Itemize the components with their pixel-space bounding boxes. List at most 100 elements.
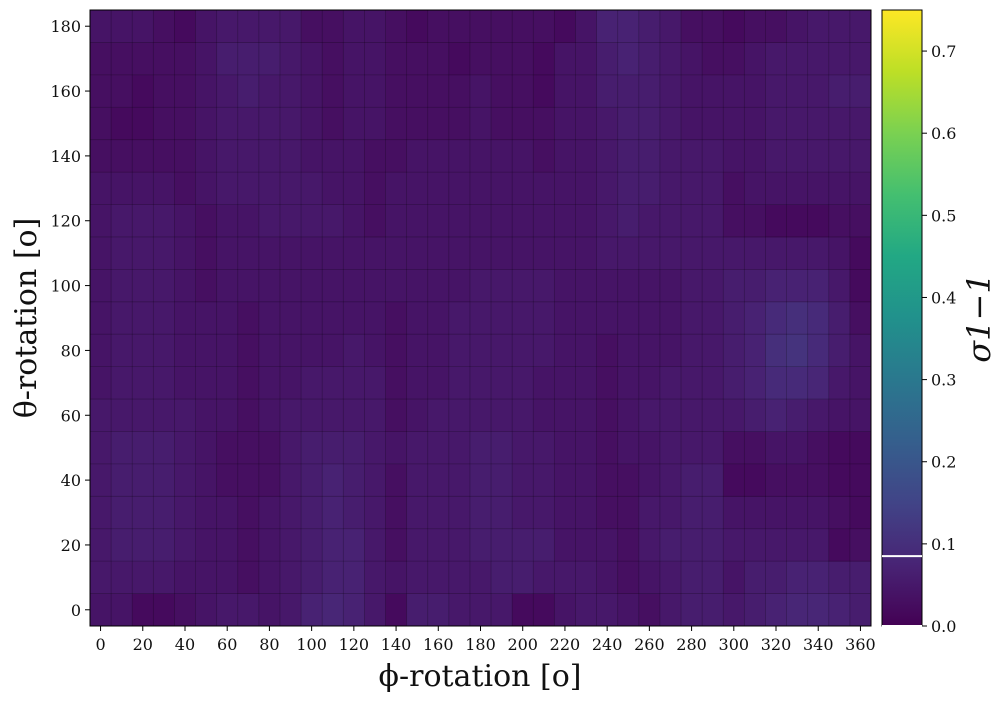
heatmap-cell [448, 42, 471, 76]
heatmap-cell [279, 366, 302, 400]
heatmap-cell [322, 172, 344, 205]
heatmap-cell [111, 236, 133, 270]
heatmap-cell [617, 463, 640, 497]
heatmap-cell [448, 561, 471, 594]
heatmap-cell [322, 431, 344, 465]
heatmap-cell [659, 593, 682, 627]
heatmap-cell [111, 431, 133, 465]
x-tick-label: 320 [761, 635, 792, 654]
heatmap-cell [744, 269, 766, 303]
heatmap-cell [638, 463, 661, 497]
heatmap-cell [491, 139, 513, 173]
heatmap-cell [385, 42, 408, 76]
heatmap-cell [596, 204, 619, 238]
heatmap-cell [744, 107, 766, 141]
heatmap-cell [364, 366, 386, 400]
heatmap-cell [174, 172, 196, 205]
heatmap-cell [681, 593, 703, 627]
heatmap-cell [216, 139, 239, 173]
heatmap-cell [702, 204, 724, 238]
heatmap-cell [322, 399, 344, 432]
heatmap-cell [596, 42, 619, 76]
heatmap-cell [90, 172, 112, 205]
heatmap-cell [258, 204, 281, 238]
heatmap-cell [512, 334, 534, 368]
heatmap-cell [596, 301, 619, 335]
heatmap-cell [174, 463, 196, 497]
heatmap-cell [723, 10, 745, 43]
heatmap-cell [132, 431, 154, 465]
heatmap-cell [427, 301, 450, 335]
heatmap-cell [512, 74, 534, 108]
heatmap-cell [786, 528, 809, 562]
heatmap-cell [849, 528, 872, 562]
heatmap-cell [512, 172, 534, 205]
heatmap-cell [216, 10, 239, 43]
heatmap-cell [279, 204, 302, 238]
heatmap-cell [448, 528, 471, 562]
heatmap-cell [469, 528, 492, 562]
heatmap-cell [153, 74, 175, 108]
heatmap-cell [343, 561, 365, 594]
heatmap-cell [237, 139, 260, 173]
heatmap-cell [301, 366, 323, 400]
heatmap-cell [596, 366, 619, 400]
heatmap-cell [322, 236, 344, 270]
heatmap-cell [723, 74, 745, 108]
heatmap-cell [765, 334, 787, 368]
heatmap-cell [575, 528, 597, 562]
heatmap-cell [237, 107, 260, 141]
heatmap-cell [533, 107, 555, 141]
heatmap-cell [279, 172, 302, 205]
heatmap-cell [786, 399, 809, 432]
heatmap-cell [638, 172, 661, 205]
heatmap-cell [723, 561, 745, 594]
heatmap-cell [491, 42, 513, 76]
heatmap-cell [279, 42, 302, 76]
heatmap-cell [195, 236, 218, 270]
heatmap-cell [153, 269, 175, 303]
heatmap-cell [111, 74, 133, 108]
colorbar-ticks: 0.0 0.1 0.2 0.3 0.4 0.5 0.6 0.7 [922, 42, 956, 636]
heatmap-cell [786, 463, 809, 497]
heatmap-cell [427, 236, 450, 270]
heatmap-cell [322, 366, 344, 400]
heatmap-cell [765, 172, 787, 205]
heatmap-cell [322, 204, 344, 238]
heatmap-cell [554, 431, 576, 465]
heatmap-cell [385, 139, 408, 173]
heatmap-cell [258, 139, 281, 173]
heatmap-cell [596, 74, 619, 108]
y-tick-label: 120 [50, 212, 81, 231]
heatmap-cell [385, 236, 408, 270]
heatmap-cell [301, 334, 323, 368]
heatmap-cell [828, 334, 851, 368]
heatmap-cell [174, 561, 196, 594]
heatmap-cell [448, 139, 471, 173]
heatmap-cell [153, 463, 175, 497]
heatmap-cell [427, 561, 450, 594]
heatmap-cell [744, 236, 766, 270]
heatmap-cell [364, 42, 386, 76]
colorbar-markers [882, 555, 922, 627]
heatmap-cell [132, 236, 154, 270]
heatmap-cell [681, 204, 703, 238]
heatmap-cell [111, 334, 133, 368]
heatmap-cell [90, 10, 112, 43]
heatmap-cell [828, 269, 851, 303]
heatmap-cell [807, 431, 830, 465]
heatmap-cell [765, 236, 787, 270]
heatmap-cell [512, 366, 534, 400]
heatmap-cell [638, 593, 661, 627]
heatmap-cell [617, 301, 640, 335]
heatmap-cell [491, 561, 513, 594]
heatmap-cell [132, 593, 154, 627]
heatmap-cell [364, 172, 386, 205]
heatmap-cell [385, 431, 408, 465]
heatmap-cell [469, 10, 492, 43]
heatmap-cell [406, 139, 429, 173]
heatmap-cell [427, 139, 450, 173]
x-tick-label: 280 [676, 635, 707, 654]
heatmap-cell [765, 10, 787, 43]
heatmap-cell [364, 107, 386, 141]
